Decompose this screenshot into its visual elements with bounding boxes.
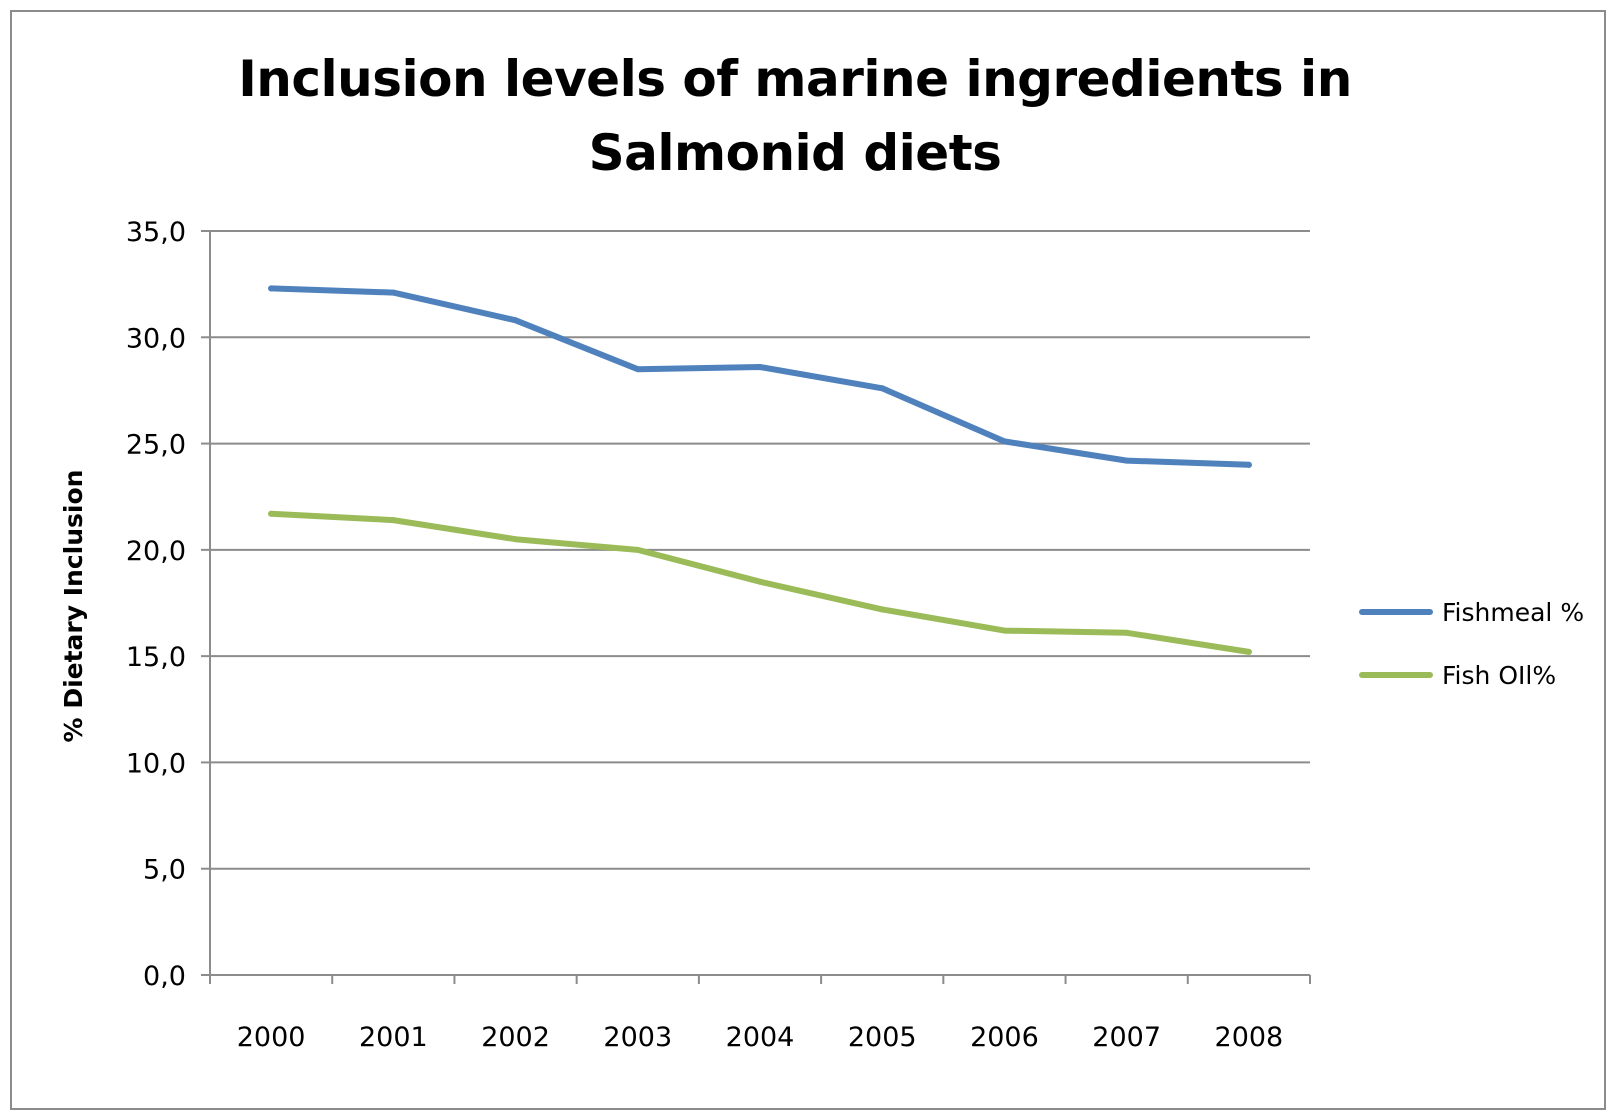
data-point	[268, 510, 275, 517]
x-tick-label: 2006	[970, 1022, 1039, 1053]
data-point	[1001, 438, 1008, 445]
data-point	[634, 546, 641, 553]
data-point	[512, 317, 519, 324]
y-tick-label: 5,0	[143, 855, 186, 886]
y-tick-label: 35,0	[126, 217, 186, 248]
legend-label: Fishmeal %	[1442, 598, 1584, 627]
series-lines	[268, 285, 1252, 655]
chart-title: Inclusion levels of marine ingredients i…	[0, 42, 1590, 190]
y-tick-label: 15,0	[126, 642, 186, 673]
chart-title-line-2: Salmonid diets	[588, 124, 1002, 182]
chart-title-line-1: Inclusion levels of marine ingredients i…	[238, 50, 1352, 108]
line-chart: 0,05,010,015,020,025,030,035,0 2000 2001 2…	[59, 217, 1584, 1053]
data-point	[1245, 648, 1252, 655]
data-point	[634, 366, 641, 373]
data-point	[757, 578, 763, 585]
data-point	[268, 285, 275, 292]
y-tick-label: 30,0	[126, 323, 186, 354]
x-tick-label: 2002	[481, 1022, 550, 1053]
x-tick-label: 2004	[726, 1022, 795, 1053]
x-tick-label: 2008	[1215, 1022, 1284, 1053]
x-tick-label: 2005	[848, 1022, 917, 1053]
y-tick-label: 20,0	[126, 536, 186, 567]
x-tick-label: 2003	[603, 1022, 672, 1053]
data-point	[1123, 629, 1130, 636]
data-point	[879, 385, 886, 392]
data-point	[390, 517, 397, 524]
x-tick-label: 2007	[1092, 1022, 1161, 1053]
gridlines	[210, 230, 1310, 976]
data-point	[1245, 461, 1252, 468]
data-point	[1123, 457, 1130, 464]
series-line-fishmeal	[268, 285, 1252, 468]
legend-label: Fish OIl%	[1442, 661, 1556, 690]
x-tick-label: 2001	[359, 1022, 428, 1053]
y-axis-title: % Dietary Inclusion	[59, 470, 88, 743]
data-point	[1001, 627, 1008, 634]
y-tick-label: 25,0	[126, 430, 186, 461]
y-tick-label: 10,0	[126, 748, 186, 779]
data-point	[390, 289, 397, 296]
data-point	[757, 364, 763, 371]
legend: Fishmeal % Fish OIl%	[1359, 598, 1584, 690]
x-tick-label: 2000	[237, 1022, 306, 1053]
y-tick-label: 0,0	[143, 961, 186, 992]
x-tick-labels: 2000 2001 2002 2003 2004 2005 2006 2007 2008	[237, 1022, 1283, 1053]
y-tick-labels: 0,0 5,0 10,0 15,0 20,0 25,0 30,0 35,0	[126, 217, 186, 992]
data-point	[879, 606, 886, 613]
data-point	[512, 536, 519, 543]
chart-frame	[10, 10, 1606, 1110]
axes	[201, 230, 1311, 984]
